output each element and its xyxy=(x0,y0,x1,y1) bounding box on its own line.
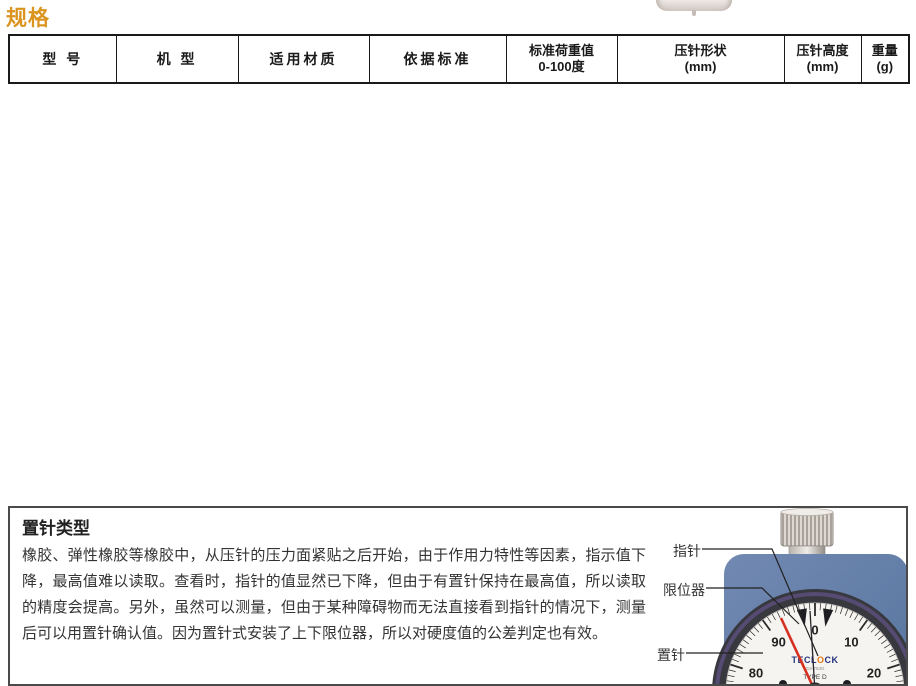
limiter-wedge-right xyxy=(823,608,834,627)
header-load: 标准荷重值 0-100度 xyxy=(505,34,618,84)
header-height: 压针高度 (mm) xyxy=(783,34,862,84)
header-model: 型 号 xyxy=(8,34,117,84)
callout-pointer: 指针 xyxy=(673,543,701,559)
header-weight: 重量 (g) xyxy=(860,34,910,84)
gauge-cap xyxy=(780,508,834,563)
dial-number: 80 xyxy=(749,665,763,680)
black-needle xyxy=(809,610,816,684)
needle-hub xyxy=(809,682,821,684)
spec-table: 型 号 机 型 适用材质 依据标准 标准荷重值 0-100度 压针形状 (mm)… xyxy=(8,34,911,497)
gauge-type-text: TYPE D xyxy=(803,674,827,681)
note-title: 置针类型 xyxy=(22,519,90,538)
page-title: 规格 xyxy=(6,7,50,30)
red-needle xyxy=(779,617,814,684)
leader-line-limiter xyxy=(706,587,800,625)
durometer-photo: 90 0 10 80 20 TECLOCK GS-753G TYPE D xyxy=(686,508,906,684)
cropped-photo-fragment xyxy=(656,0,732,11)
brand-text: TECLOCK xyxy=(791,655,838,665)
table-header-row: 型 号 机 型 适用材质 依据标准 标准荷重值 0-100度 压针形状 (mm)… xyxy=(8,34,910,84)
dial-number: 0 xyxy=(811,623,818,638)
dial-number: 90 xyxy=(771,634,785,649)
header-shape: 压针形状 (mm) xyxy=(616,34,785,84)
header-standards: 依据标准 xyxy=(368,34,507,84)
header-material: 适用材质 xyxy=(237,34,370,84)
leader-line-pointer xyxy=(702,548,819,657)
callout-limiter: 限位器 xyxy=(663,582,705,598)
callout-set-needle: 置针 xyxy=(657,647,685,663)
dial-number: 10 xyxy=(844,634,858,649)
cropped-photo-indenter-pin xyxy=(692,10,696,16)
dial-screw-left xyxy=(779,680,787,684)
dial-ticks xyxy=(726,603,904,683)
gauge-model-text: GS-753G xyxy=(805,666,825,671)
note-body: 橡胶、弹性橡胶等橡胶中，从压针的压力面紧贴之后开始，由于作用力特性等因素，指示值… xyxy=(22,547,646,642)
dial-screw-right xyxy=(843,680,851,684)
dial-number: 20 xyxy=(867,665,881,680)
header-machine-type: 机 型 xyxy=(115,34,239,84)
